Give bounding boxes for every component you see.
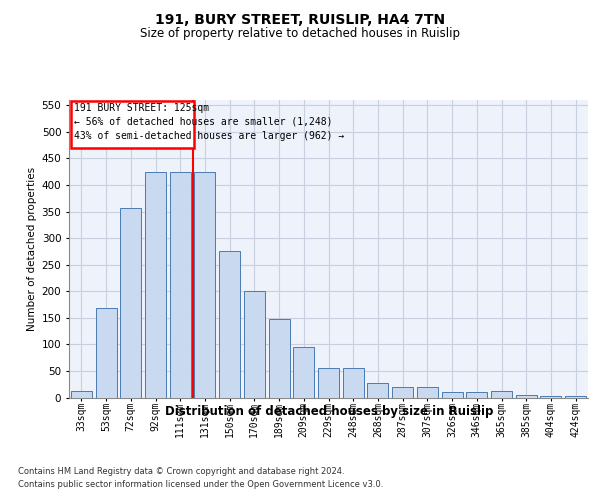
Bar bbox=[565, 396, 586, 398]
Bar bbox=[541, 396, 562, 398]
Text: Contains HM Land Registry data © Crown copyright and database right 2024.: Contains HM Land Registry data © Crown c… bbox=[18, 468, 344, 476]
Text: Contains public sector information licensed under the Open Government Licence v3: Contains public sector information licen… bbox=[18, 480, 383, 489]
Bar bbox=[120, 208, 141, 398]
Bar bbox=[219, 252, 240, 398]
Bar bbox=[318, 368, 339, 398]
Y-axis label: Number of detached properties: Number of detached properties bbox=[28, 166, 37, 331]
Bar bbox=[170, 172, 191, 398]
Bar bbox=[244, 291, 265, 398]
Text: 191 BURY STREET: 125sqm
← 56% of detached houses are smaller (1,248)
43% of semi: 191 BURY STREET: 125sqm ← 56% of detache… bbox=[74, 102, 344, 141]
Bar bbox=[417, 387, 438, 398]
Bar bbox=[367, 383, 388, 398]
Text: 191, BURY STREET, RUISLIP, HA4 7TN: 191, BURY STREET, RUISLIP, HA4 7TN bbox=[155, 12, 445, 26]
Bar bbox=[442, 392, 463, 398]
Bar bbox=[293, 347, 314, 398]
Bar bbox=[145, 172, 166, 398]
Bar bbox=[95, 308, 116, 398]
Bar bbox=[466, 392, 487, 398]
Text: Size of property relative to detached houses in Ruislip: Size of property relative to detached ho… bbox=[140, 28, 460, 40]
Bar bbox=[343, 368, 364, 398]
Bar bbox=[269, 319, 290, 398]
Bar bbox=[194, 172, 215, 398]
FancyBboxPatch shape bbox=[71, 101, 194, 148]
Bar bbox=[71, 390, 92, 398]
Text: Distribution of detached houses by size in Ruislip: Distribution of detached houses by size … bbox=[164, 405, 493, 418]
Bar bbox=[516, 395, 537, 398]
Bar bbox=[491, 390, 512, 398]
Bar bbox=[392, 387, 413, 398]
